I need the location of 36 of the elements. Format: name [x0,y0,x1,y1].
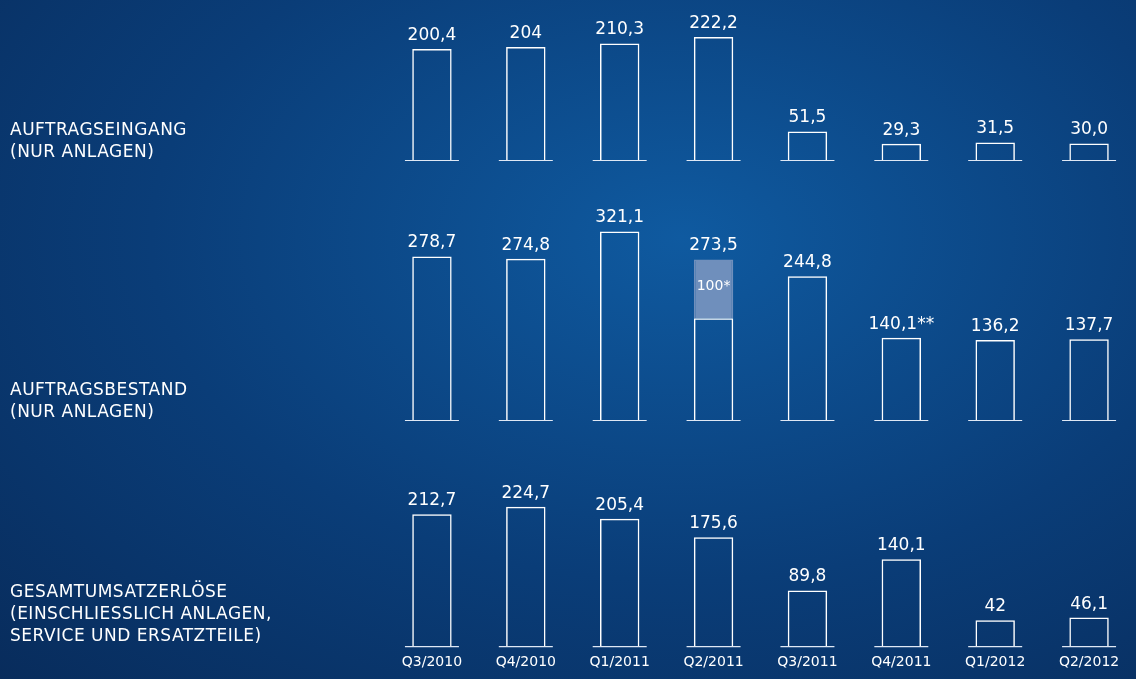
data-label: 244,8 [783,251,832,272]
x-tick-label: Q3/2011 [777,653,838,670]
data-label: 175,6 [689,512,738,533]
data-label: 140,1 [876,534,926,555]
data-label: 278,7 [407,231,457,252]
data-label: 212,7 [407,489,457,510]
data-label: 136,2 [970,314,1020,335]
data-label: 140,1** [868,312,935,333]
data-label: 210,3 [595,18,645,39]
x-tick-label: Q3/2010 [401,653,463,670]
data-label: 100* [696,277,731,294]
data-label: 31,5 [976,117,1015,138]
x-tick-label: Q2/2012 [1058,653,1120,670]
data-label: 321,1 [595,206,645,227]
data-label: 274,8 [501,233,551,254]
data-label: 46,1 [1070,592,1108,613]
data-label: 30,0 [1070,118,1108,139]
data-label: 205,4 [595,493,645,514]
x-tick-label: Q1/2012 [965,653,1026,670]
x-tick-label: Q2/2011 [683,653,744,670]
y-axis-title: AUFTRAGSBESTAND (NUR ANLAGEN) [10,378,188,422]
y-axis-title: AUFTRAGSEINGANG (NUR ANLAGEN) [10,118,188,162]
data-label: 42 [984,595,1007,616]
data-label: 222,2 [689,11,738,32]
data-label: 200,4 [407,23,457,44]
data-label: 224,7 [501,481,551,502]
total-label: 273,5 [689,234,738,255]
data-label: 51,5 [788,106,827,127]
x-tick-label: Q4/2011 [871,653,932,670]
y-axis-title: GESAMTUMSATZERLÖSE (EINSCHLIESSLICH ANLAGEN, SERVICE UND ERSATZTEILE) [10,580,272,646]
data-label: 137,7 [1064,314,1114,335]
x-tick-label: Q4/2010 [495,653,556,670]
data-label: 204 [509,21,543,42]
x-tick-label: Q1/2011 [589,653,650,670]
data-label: 89,8 [788,565,827,586]
data-label: 29,3 [882,118,921,139]
